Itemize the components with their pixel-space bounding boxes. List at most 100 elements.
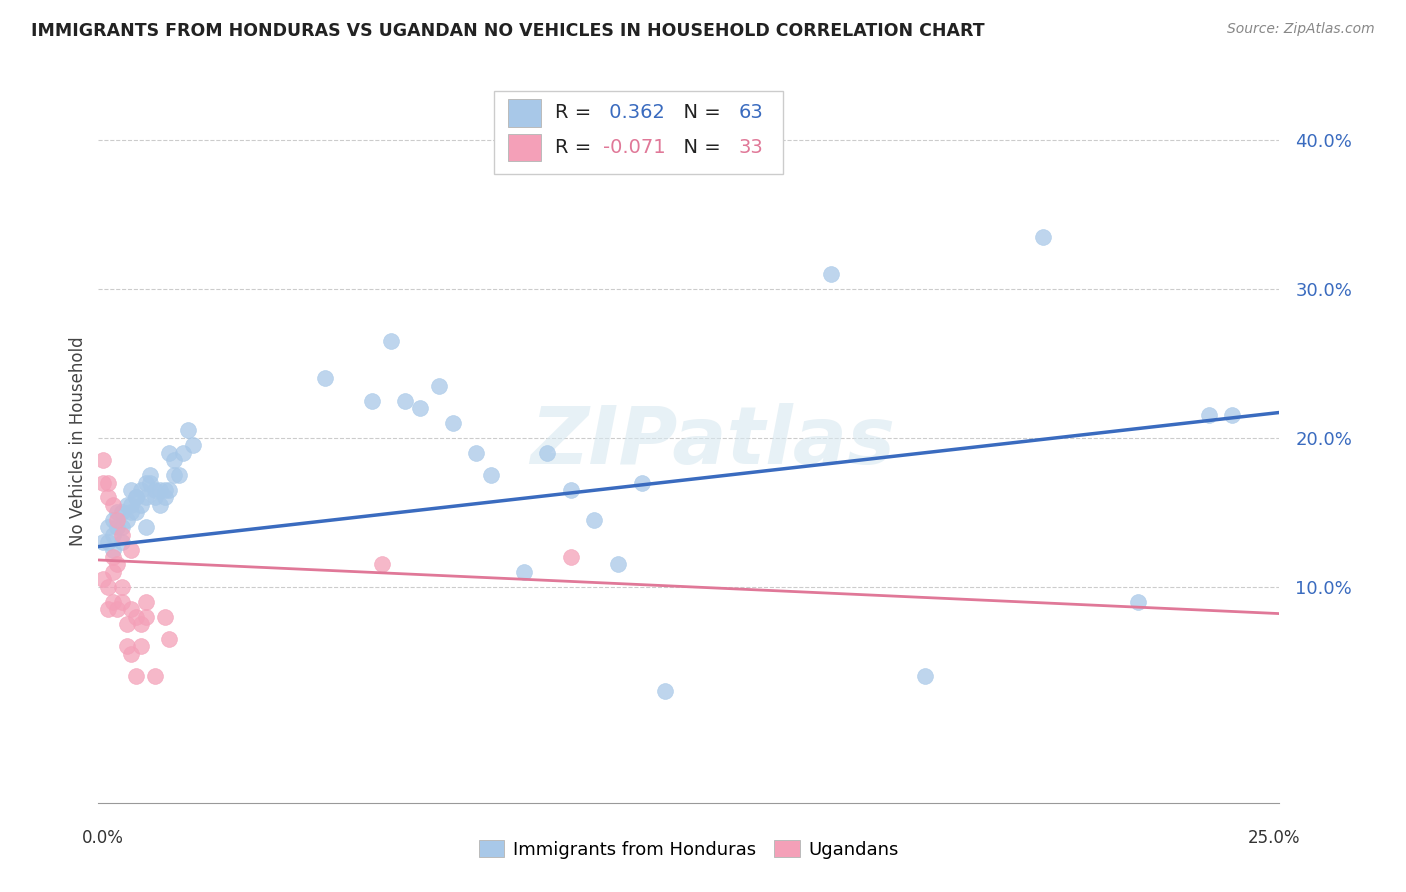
- Text: 0.362: 0.362: [603, 103, 665, 122]
- Point: [1032, 229, 1054, 244]
- Point: [91, 475, 114, 490]
- Point: [135, 491, 157, 505]
- Point: [105, 505, 128, 519]
- Point: [97, 535, 120, 549]
- Point: [153, 609, 176, 624]
- Point: [111, 580, 134, 594]
- Point: [125, 491, 148, 505]
- Point: [607, 558, 630, 572]
- Point: [163, 468, 186, 483]
- Point: [479, 468, 502, 483]
- Point: [177, 423, 200, 437]
- Point: [139, 468, 162, 483]
- Text: N =: N =: [671, 138, 727, 157]
- Point: [135, 520, 157, 534]
- Point: [560, 483, 582, 497]
- Point: [101, 513, 124, 527]
- Point: [139, 475, 162, 490]
- Point: [97, 491, 120, 505]
- Point: [181, 438, 204, 452]
- Bar: [508, 134, 541, 161]
- Point: [105, 602, 128, 616]
- Point: [101, 595, 124, 609]
- Y-axis label: No Vehicles in Household: No Vehicles in Household: [69, 336, 87, 547]
- Point: [111, 505, 134, 519]
- Point: [1220, 409, 1243, 423]
- Point: [371, 558, 394, 572]
- Point: [111, 595, 134, 609]
- Point: [121, 542, 143, 557]
- Point: [157, 446, 180, 460]
- Bar: [508, 99, 541, 127]
- Point: [135, 595, 157, 609]
- Point: [101, 498, 124, 512]
- Text: Source: ZipAtlas.com: Source: ZipAtlas.com: [1227, 22, 1375, 37]
- Text: 33: 33: [738, 138, 763, 157]
- Point: [129, 640, 152, 654]
- Point: [111, 527, 134, 541]
- Point: [167, 468, 190, 483]
- Point: [115, 498, 138, 512]
- Text: R =: R =: [555, 138, 598, 157]
- Point: [121, 483, 143, 497]
- Point: [157, 483, 180, 497]
- Point: [121, 505, 143, 519]
- Point: [408, 401, 430, 415]
- Point: [91, 535, 114, 549]
- FancyBboxPatch shape: [494, 91, 783, 174]
- Point: [1198, 409, 1220, 423]
- Point: [1126, 595, 1149, 609]
- Point: [536, 446, 558, 460]
- Point: [101, 542, 124, 557]
- Point: [163, 453, 186, 467]
- Point: [820, 267, 842, 281]
- Point: [153, 491, 176, 505]
- Point: [97, 580, 120, 594]
- Point: [560, 549, 582, 564]
- Point: [583, 513, 606, 527]
- Point: [91, 572, 114, 586]
- Text: -0.071: -0.071: [603, 138, 665, 157]
- Point: [725, 155, 748, 169]
- Point: [115, 640, 138, 654]
- Point: [125, 609, 148, 624]
- Point: [105, 558, 128, 572]
- Text: N =: N =: [671, 103, 727, 122]
- Point: [97, 602, 120, 616]
- Point: [380, 334, 402, 348]
- Point: [630, 475, 652, 490]
- Point: [361, 393, 384, 408]
- Point: [441, 416, 464, 430]
- Point: [91, 453, 114, 467]
- Point: [143, 491, 166, 505]
- Point: [172, 446, 194, 460]
- Point: [125, 491, 148, 505]
- Point: [105, 513, 128, 527]
- Point: [105, 520, 128, 534]
- Point: [129, 617, 152, 632]
- Point: [111, 535, 134, 549]
- Point: [115, 513, 138, 527]
- Point: [125, 505, 148, 519]
- Legend: Immigrants from Honduras, Ugandans: Immigrants from Honduras, Ugandans: [471, 833, 907, 866]
- Point: [121, 498, 143, 512]
- Point: [115, 617, 138, 632]
- Point: [394, 393, 416, 408]
- Point: [101, 527, 124, 541]
- Point: [121, 647, 143, 661]
- Point: [465, 446, 488, 460]
- Point: [143, 669, 166, 683]
- Point: [129, 498, 152, 512]
- Point: [135, 475, 157, 490]
- Point: [111, 520, 134, 534]
- Text: 0.0%: 0.0%: [82, 829, 124, 847]
- Text: 63: 63: [738, 103, 763, 122]
- Text: 25.0%: 25.0%: [1247, 829, 1301, 847]
- Text: R =: R =: [555, 103, 598, 122]
- Text: ZIPatlas: ZIPatlas: [530, 402, 896, 481]
- Point: [101, 549, 124, 564]
- Point: [314, 371, 336, 385]
- Point: [427, 378, 450, 392]
- Point: [129, 483, 152, 497]
- Point: [97, 520, 120, 534]
